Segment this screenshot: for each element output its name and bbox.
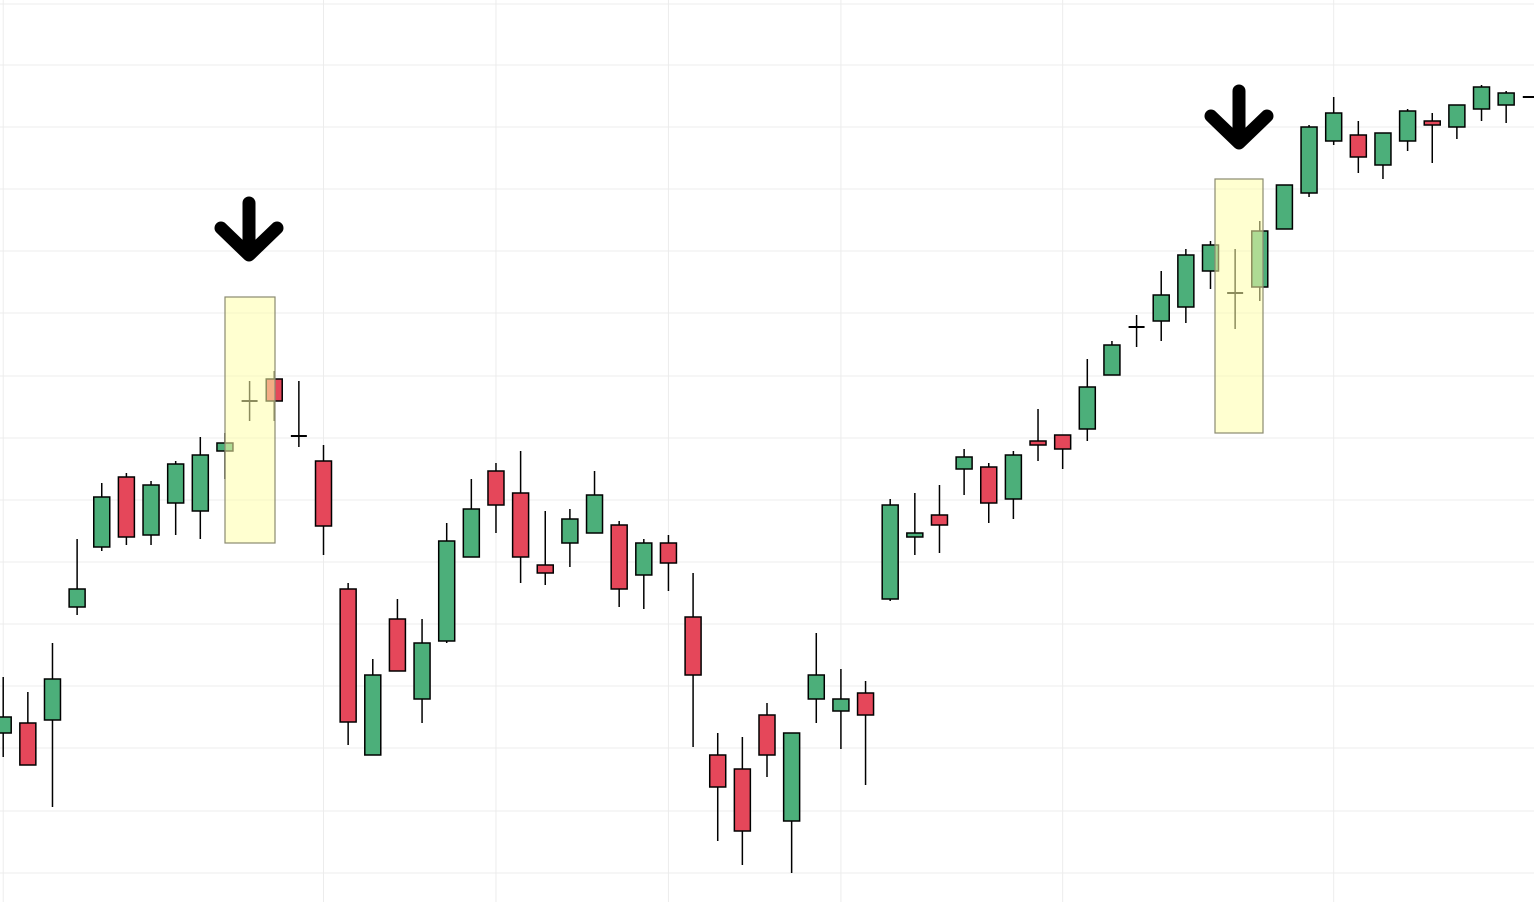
candle-body [1029,440,1047,446]
candle-body [1398,110,1417,142]
candle-body [1103,344,1121,376]
candles [0,85,1534,873]
candle-body [191,454,210,512]
candle-body [881,504,899,600]
candle-body [930,514,949,526]
candle-body [635,542,653,576]
candle-body [117,476,136,538]
candle-body [1177,254,1195,308]
candle-body [1374,132,1392,166]
candle-body [1349,134,1368,158]
candle-body [43,678,62,721]
candle-body [906,532,924,538]
candle-body [437,540,456,642]
candle-body [1300,126,1318,194]
candle-body [536,564,555,574]
candle-body [758,714,776,756]
candle-body [832,698,850,712]
candle-body [93,496,111,548]
candle-body [1423,120,1441,126]
candle-body [610,524,628,590]
candle-body [1448,104,1466,128]
candle-body [314,460,333,527]
candle-body [1275,184,1294,230]
candle-body [955,456,973,470]
candle-body [1152,294,1170,322]
candle-body [19,722,37,766]
candle-body [388,618,407,672]
candle-body [561,518,579,544]
candle-body [856,692,875,716]
candle-body [68,588,86,608]
candle-body [166,463,185,504]
candle-body [0,716,12,734]
candle-body [487,470,505,506]
candle-body [511,492,530,558]
candle-body [1472,86,1491,110]
candle-body [142,484,160,536]
candle-body [364,674,382,756]
highlight-box [224,296,276,544]
candle-body [1324,112,1343,142]
candle-body [413,642,431,700]
candle-body [1053,434,1072,450]
arrow [214,196,284,262]
candle-body [782,732,801,822]
candle-body [1078,386,1097,430]
candle-body [462,508,481,558]
candle-body [339,588,357,723]
candle-body [807,674,826,700]
candle-body [1004,454,1023,500]
candle-body [1497,92,1515,106]
candle-body [659,542,678,564]
candle-body [684,616,702,676]
arrow [1204,84,1274,150]
candle-body [733,768,752,832]
candle-body [979,466,998,504]
highlight-box [1214,178,1264,434]
candle-body [585,494,604,534]
candle-body [708,754,727,788]
